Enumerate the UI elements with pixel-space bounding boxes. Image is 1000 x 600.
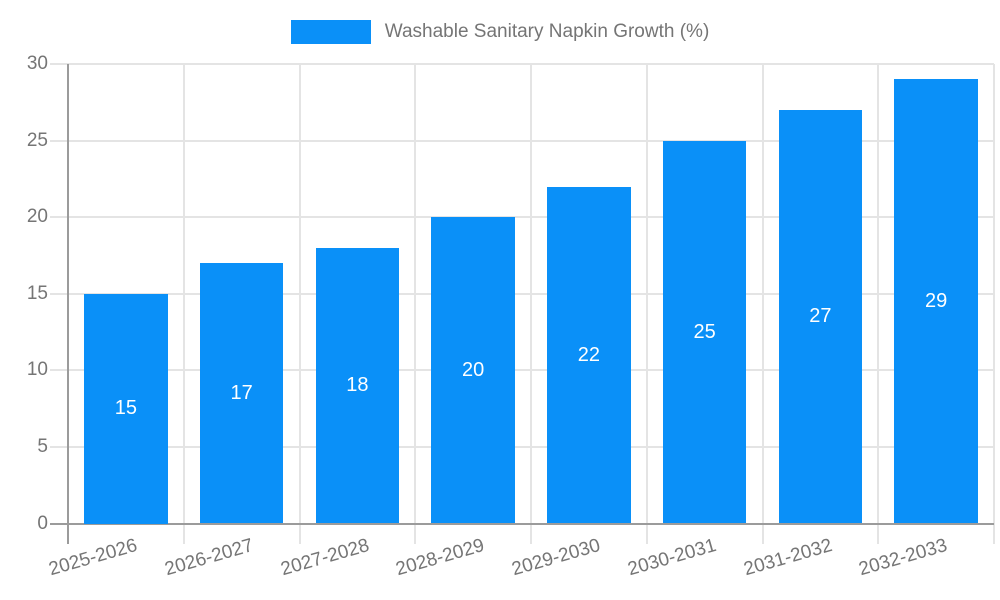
- x-axis-line: [50, 522, 994, 525]
- h-gridline: [50, 292, 994, 295]
- bar[interactable]: 20: [431, 217, 515, 524]
- v-gridline: [298, 64, 301, 544]
- y-axis-tick-label: 5: [37, 435, 48, 457]
- y-axis-line: [67, 64, 69, 544]
- v-gridline: [530, 64, 532, 544]
- y-axis-tick-label: 0: [37, 512, 48, 534]
- h-gridline: [50, 369, 994, 372]
- x-axis-tick-label: 2029-2030: [509, 535, 603, 581]
- bar[interactable]: 15: [84, 293, 168, 524]
- y-axis-tick-label: 30: [26, 53, 48, 74]
- x-axis-tick-label: 2030-2031: [625, 535, 719, 581]
- x-axis-tick-label: 2026-2027: [162, 535, 256, 581]
- legend-label: Washable Sanitary Napkin Growth (%): [384, 21, 710, 42]
- y-axis-tick-label: 15: [26, 282, 48, 304]
- y-axis-tick-label: 25: [26, 129, 48, 151]
- chart-legend[interactable]: Washable Sanitary Napkin Growth (%): [0, 20, 1000, 44]
- legend-swatch: [290, 20, 371, 44]
- x-axis-tick-label: 2025-2026: [46, 535, 140, 581]
- v-gridline: [877, 64, 880, 544]
- bar[interactable]: 25: [662, 140, 747, 524]
- bar-value-label: 22: [577, 343, 600, 366]
- x-axis-tick-label: 2032-2033: [856, 535, 950, 581]
- v-gridline: [645, 64, 648, 544]
- h-gridline: [50, 445, 994, 448]
- x-axis-tick-label: 2031-2032: [741, 535, 835, 581]
- y-axis-tick-label: 10: [26, 359, 48, 381]
- bar-value-label: 18: [346, 374, 369, 397]
- h-gridline: [50, 63, 994, 65]
- v-gridline: [414, 64, 417, 544]
- bar[interactable]: 29: [894, 79, 978, 524]
- bar[interactable]: 22: [547, 186, 631, 524]
- bar-value-label: 20: [461, 358, 485, 381]
- v-gridline: [182, 64, 185, 544]
- bar-value-label: 25: [693, 320, 716, 343]
- bar-value-label: 29: [924, 289, 948, 312]
- bar[interactable]: 27: [778, 109, 863, 524]
- bar-value-label: 27: [809, 305, 832, 328]
- bar-value-label: 17: [230, 381, 253, 404]
- x-axis-tick-label: 2027-2028: [278, 535, 372, 581]
- h-gridline: [50, 139, 994, 142]
- bar[interactable]: 18: [315, 247, 400, 524]
- bar[interactable]: 17: [199, 263, 284, 524]
- y-axis-tick-label: 20: [26, 206, 48, 228]
- x-axis-tick-label: 2028-2029: [393, 535, 487, 581]
- v-gridline: [761, 64, 764, 544]
- v-gridline: [993, 64, 995, 544]
- h-gridline: [50, 216, 994, 219]
- bar-value-label: 15: [114, 397, 137, 420]
